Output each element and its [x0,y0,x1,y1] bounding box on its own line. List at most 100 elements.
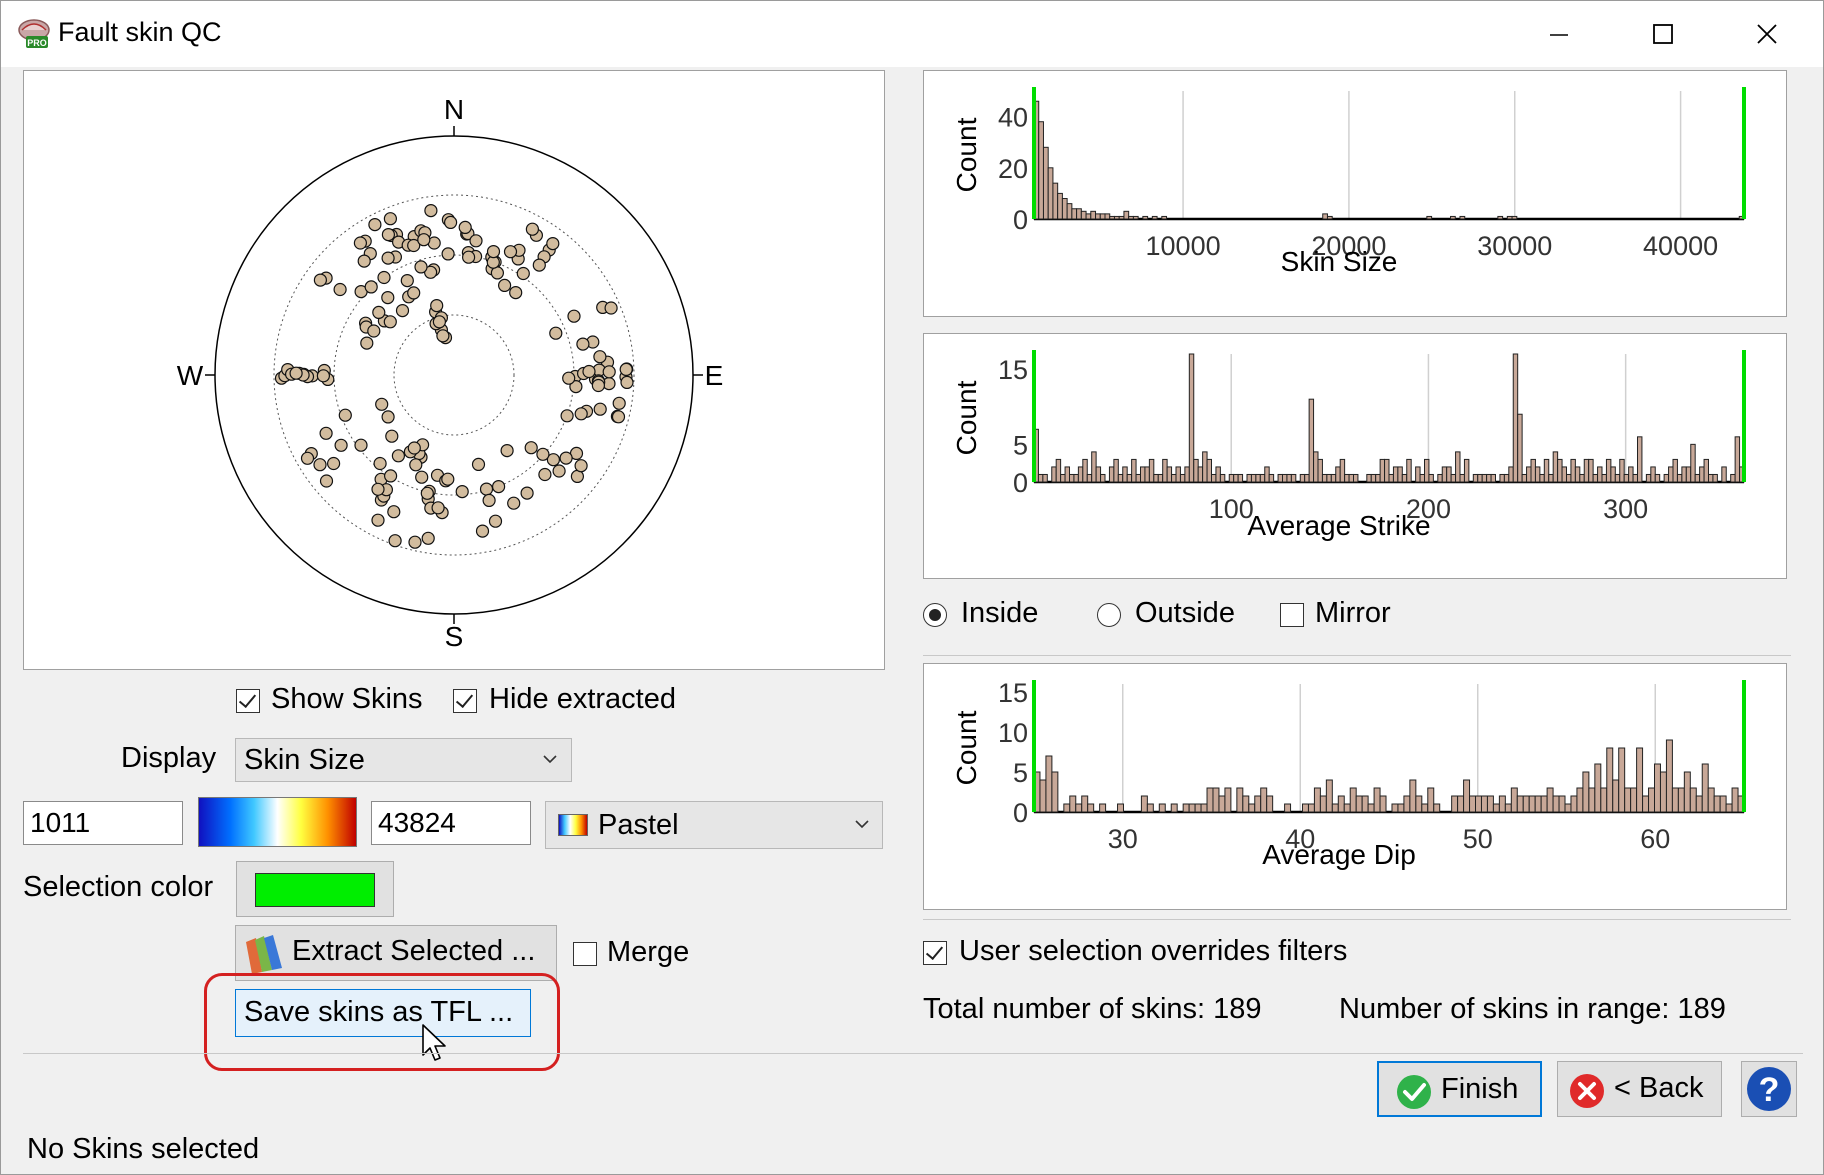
pole-point[interactable] [602,365,616,379]
pole-point[interactable] [409,458,423,472]
pole-point[interactable] [576,337,590,351]
pole-point[interactable] [319,426,333,440]
pole-point[interactable] [381,228,395,242]
stereonet-plot[interactable]: N S W E [24,71,884,669]
pole-point[interactable] [407,441,421,455]
mirror-checkbox[interactable] [1280,603,1304,627]
pole-point[interactable] [552,464,566,478]
pole-point[interactable] [441,247,455,261]
max-value-field[interactable]: 43824 [371,801,531,845]
pole-point[interactable] [400,274,414,288]
pole-point[interactable] [368,218,382,232]
pole-point[interactable] [338,408,352,422]
back-button[interactable]: < Back [1557,1061,1722,1117]
pole-point[interactable] [488,514,503,528]
pole-point[interactable] [407,286,421,300]
pole-point[interactable] [371,482,385,496]
pole-point[interactable] [327,456,341,471]
skin-size-histogram[interactable]: 10000 20000 30000 40000 0 20 40 Count Skin Size [924,71,1786,316]
pole-point[interactable] [377,270,391,285]
pole-point[interactable] [591,378,606,393]
average-dip-histogram[interactable]: 30 40 50 60 0 5 10 15 Count Average Dip [924,664,1786,909]
pole-point[interactable] [455,485,469,499]
pole-point[interactable] [509,286,523,300]
pole-point[interactable] [520,486,534,500]
pole-point[interactable] [612,396,626,410]
pole-point[interactable] [436,329,450,343]
pole-point[interactable] [475,524,490,538]
pole-point[interactable] [469,234,483,248]
pole-point[interactable] [604,301,618,315]
pole-point[interactable] [582,364,596,379]
pole-point[interactable] [420,486,434,500]
pole-point[interactable] [383,315,397,329]
pole-point[interactable] [415,470,429,484]
pole-point[interactable] [414,260,428,274]
pole-point[interactable] [619,362,633,376]
pole-point[interactable] [333,282,347,297]
stereonet-panel[interactable]: N S W E [23,70,885,670]
pole-point[interactable] [417,233,431,247]
average-strike-histogram-panel[interactable]: 100 200 300 0 5 15 Count Average Strike [923,333,1787,579]
pole-point[interactable] [407,238,421,253]
pole-point[interactable] [458,220,472,234]
hide-extracted-checkbox[interactable] [453,689,477,713]
pole-point[interactable] [424,204,438,218]
pole-point[interactable] [611,410,626,424]
save-skins-tfl-button[interactable]: Save skins as TFL ... [235,989,531,1037]
pole-point[interactable] [388,534,402,548]
pole-point[interactable] [479,482,494,496]
pole-point[interactable] [471,457,486,471]
pole-point[interactable] [536,447,550,461]
pole-point[interactable] [431,501,445,515]
pole-point[interactable] [546,237,560,251]
selection-color-button[interactable] [236,861,394,917]
pole-point[interactable] [316,369,330,383]
display-select[interactable]: Skin Size [235,738,572,782]
pole-point[interactable] [381,251,395,265]
pole-point[interactable] [300,451,315,465]
pole-point[interactable] [569,380,583,394]
pole-point[interactable] [385,429,399,443]
pole-point[interactable] [546,453,561,467]
pole-point[interactable] [574,407,588,421]
pole-point[interactable] [593,402,607,416]
pole-point[interactable] [559,451,573,465]
pole-point[interactable] [360,336,374,350]
minimize-button[interactable] [1507,1,1611,67]
pole-point[interactable] [620,375,634,389]
pole-point[interactable] [430,299,444,313]
user-override-checkbox[interactable] [923,941,947,965]
pole-point[interactable] [482,493,496,507]
pole-point[interactable] [381,291,395,305]
help-button[interactable]: ? [1741,1061,1797,1117]
pole-point[interactable] [289,366,303,380]
pole-point[interactable] [354,438,368,452]
pole-point[interactable] [367,324,381,338]
pole-point[interactable] [567,309,581,323]
pole-point[interactable] [532,258,546,272]
pole-point[interactable] [524,441,538,455]
pole-point[interactable] [408,535,422,549]
pole-point[interactable] [364,280,378,294]
pole-point[interactable] [549,326,563,340]
pole-point[interactable] [383,212,397,226]
pole-point[interactable] [562,371,576,385]
pole-point[interactable] [538,467,552,482]
pole-point[interactable] [507,496,521,510]
pole-point[interactable] [353,236,367,250]
pole-point[interactable] [500,444,514,458]
pole-point[interactable] [462,250,476,264]
pole-point[interactable] [313,273,327,287]
pole-point[interactable] [486,245,501,259]
pole-point[interactable] [375,397,389,411]
close-button[interactable] [1715,1,1819,67]
pole-point[interactable] [384,469,398,483]
pole-point[interactable] [357,254,371,268]
pole-point[interactable] [516,266,530,281]
finish-button[interactable]: Finish [1377,1061,1542,1117]
pole-point[interactable] [313,458,327,472]
pole-point[interactable] [372,305,386,319]
pole-point[interactable] [371,513,385,527]
pole-point[interactable] [387,505,401,519]
